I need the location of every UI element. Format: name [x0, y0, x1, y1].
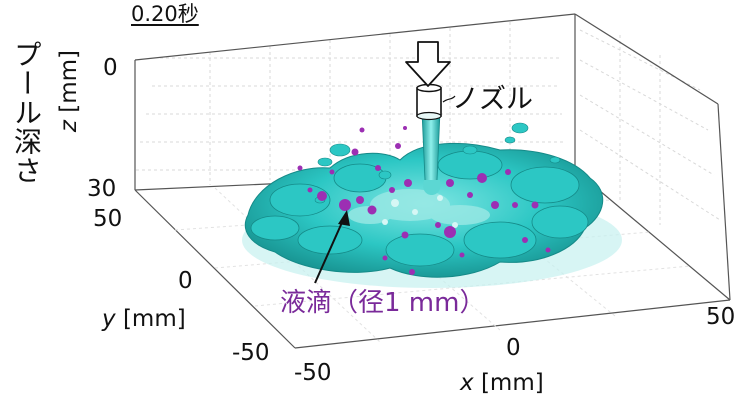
- nozzle-label: ノズル: [452, 84, 533, 115]
- x-tick-neg50: -50: [294, 360, 332, 386]
- z-tick-30: 30: [87, 176, 117, 202]
- y-axis-unit: [mm]: [122, 306, 186, 332]
- droplet-callout-arrow: [314, 210, 350, 284]
- z-tick-0: 0: [103, 55, 118, 81]
- x-tick-50: 50: [706, 304, 736, 330]
- droplets: [297, 126, 551, 275]
- z-axis-unit: [mm]: [56, 50, 82, 113]
- x-tick-0: 0: [506, 335, 521, 361]
- grid-back-walls: [136, 22, 721, 225]
- pool-depth-label: プール深さ: [10, 40, 43, 185]
- z-axis-label: z [mm]: [56, 50, 88, 133]
- droplet-label: 液滴（径1 mm）: [280, 288, 486, 318]
- y-axis-var: y: [102, 306, 116, 332]
- y-tick-50: 50: [93, 206, 123, 232]
- x-axis-unit: [mm]: [480, 370, 544, 396]
- y-tick-neg50: -50: [232, 340, 270, 366]
- x-axis-label: x [mm]: [460, 372, 544, 395]
- nozzle-icon: [416, 83, 442, 121]
- z-axis-var: z: [56, 120, 82, 133]
- x-axis-var: x: [460, 370, 474, 396]
- time-label: 0.20秒: [131, 2, 199, 26]
- flow-arrow-icon: [405, 41, 451, 87]
- liquid-jet: [421, 111, 441, 195]
- nozzle-callout-line: [442, 95, 456, 103]
- y-axis-label: y [mm]: [102, 308, 186, 331]
- liquid-pool: [242, 122, 622, 288]
- y-tick-0: 0: [178, 268, 193, 294]
